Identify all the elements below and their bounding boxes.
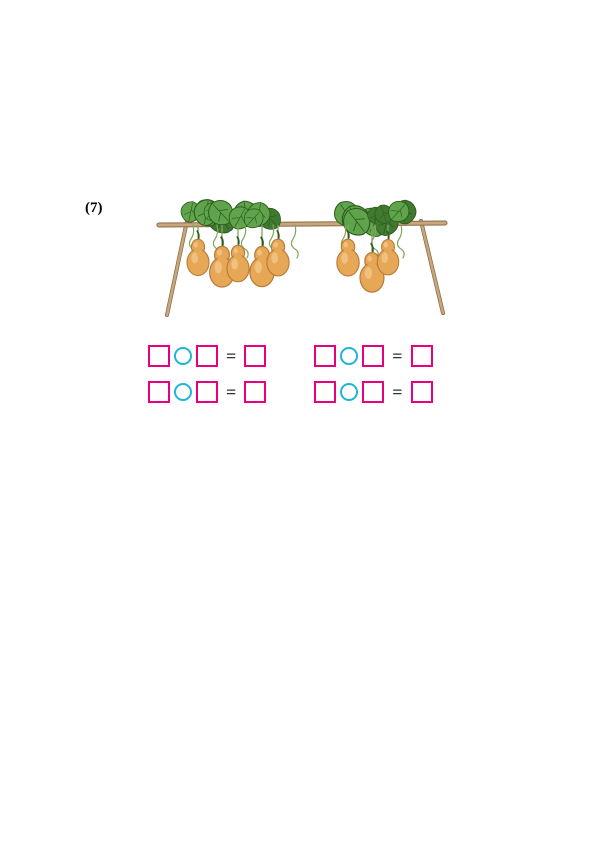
equation: = <box>148 381 266 403</box>
answer-box[interactable] <box>244 345 266 367</box>
equals-sign: = <box>222 346 240 367</box>
page: (7) ==== <box>0 0 595 842</box>
answer-box[interactable] <box>411 345 433 367</box>
equation: = <box>148 345 266 367</box>
answer-box[interactable] <box>314 345 336 367</box>
question-number: (7) <box>85 200 103 217</box>
operator-circle[interactable] <box>174 347 192 365</box>
equation-row: == <box>148 381 433 403</box>
equation: = <box>314 345 432 367</box>
operator-circle[interactable] <box>340 347 358 365</box>
answer-box[interactable] <box>362 381 384 403</box>
answer-box[interactable] <box>244 381 266 403</box>
answer-box[interactable] <box>362 345 384 367</box>
answer-box[interactable] <box>196 381 218 403</box>
equations-block: ==== <box>148 345 433 403</box>
equation: = <box>314 381 432 403</box>
equals-sign: = <box>388 382 406 403</box>
equals-sign: = <box>388 346 406 367</box>
answer-box[interactable] <box>196 345 218 367</box>
gourd-illustration <box>145 195 455 325</box>
answer-box[interactable] <box>314 381 336 403</box>
answer-box[interactable] <box>148 345 170 367</box>
answer-box[interactable] <box>148 381 170 403</box>
equation-row: == <box>148 345 433 367</box>
equals-sign: = <box>222 382 240 403</box>
answer-box[interactable] <box>411 381 433 403</box>
operator-circle[interactable] <box>174 383 192 401</box>
operator-circle[interactable] <box>340 383 358 401</box>
